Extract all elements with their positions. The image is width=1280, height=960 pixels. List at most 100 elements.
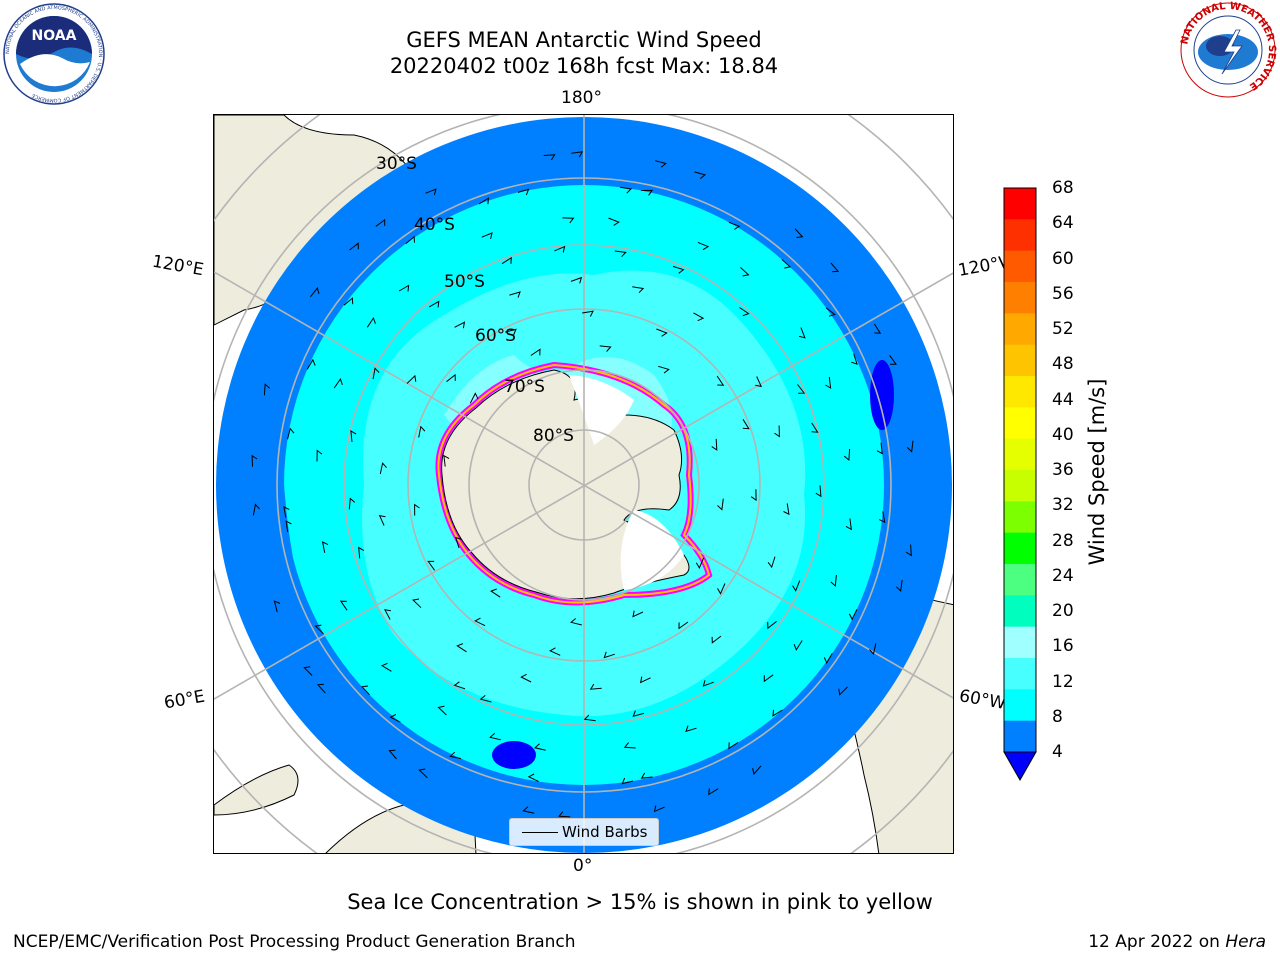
wind-barb bbox=[896, 580, 903, 593]
wind-barb bbox=[815, 485, 822, 498]
wind-barb bbox=[794, 228, 804, 238]
wind-barb bbox=[582, 310, 594, 317]
wind-barb bbox=[273, 600, 281, 613]
colorbar-tick-label: 36 bbox=[1052, 460, 1074, 480]
colorbar-tick-label: 4 bbox=[1052, 742, 1063, 762]
wind-barb bbox=[437, 705, 447, 716]
colorbar-segment bbox=[1004, 313, 1036, 346]
wind-barb bbox=[755, 376, 763, 388]
polar-map: 30°S 40°S 50°S 60°S 70°S 80°S bbox=[213, 114, 954, 854]
wind-barb bbox=[372, 367, 380, 380]
wind-barb bbox=[446, 373, 456, 383]
wind-barb bbox=[251, 454, 258, 467]
wind-barb bbox=[632, 286, 645, 294]
ocean-zone-lt4-south bbox=[492, 741, 536, 769]
wind-barb bbox=[702, 680, 714, 687]
wind-barb bbox=[505, 328, 517, 336]
wind-barb bbox=[708, 788, 719, 796]
wind-barb bbox=[469, 392, 479, 404]
wind-barb bbox=[641, 189, 654, 196]
wind-barb bbox=[379, 462, 387, 475]
wind-barb bbox=[479, 695, 492, 703]
wind-barb bbox=[570, 276, 583, 284]
wind-barb bbox=[339, 600, 348, 611]
footer-credit: NCEP/EMC/Verification Post Processing Pr… bbox=[13, 932, 576, 952]
wind-barb bbox=[398, 284, 410, 292]
noaa-logo-text: NOAA bbox=[32, 28, 77, 44]
colorbar-tick-label: 12 bbox=[1052, 671, 1074, 692]
wind-barb bbox=[366, 317, 376, 328]
ocean-zone-lt4-east bbox=[870, 360, 894, 430]
footer-date-text: 12 Apr 2022 on bbox=[1088, 932, 1226, 952]
lon-label-60e: 60°E bbox=[162, 686, 207, 714]
wind-barb bbox=[562, 217, 575, 224]
lon-label-120e: 120°E bbox=[150, 251, 206, 281]
wind-barb bbox=[350, 430, 357, 443]
wind-barb bbox=[614, 250, 627, 258]
wind-barb bbox=[672, 265, 685, 274]
colorbar-segment bbox=[1004, 376, 1036, 408]
wind-barb bbox=[449, 751, 462, 760]
wind-barb bbox=[558, 811, 571, 818]
wind-barb bbox=[490, 588, 501, 598]
colorbar-label: Wind Speed [m/s] bbox=[1085, 378, 1109, 566]
wind-barb bbox=[825, 307, 836, 317]
wind-barb bbox=[454, 321, 466, 329]
wind-barb bbox=[845, 518, 852, 531]
wind-barb bbox=[798, 327, 806, 339]
wind-barb bbox=[876, 442, 883, 455]
wind-barb bbox=[658, 365, 670, 374]
colorbar-segment bbox=[1004, 438, 1036, 471]
wind-barbs bbox=[251, 151, 914, 818]
wind-barb bbox=[263, 383, 271, 396]
wind-barb bbox=[889, 355, 897, 365]
ice-shelf-weddell bbox=[620, 510, 684, 590]
chart-subtitle: 20220402 t00z 168h fcst Max: 18.84 bbox=[389, 54, 779, 78]
wind-barb bbox=[406, 374, 417, 384]
wind-barb bbox=[321, 541, 329, 553]
wind-barb bbox=[425, 188, 437, 196]
footer-machine: Hera bbox=[1225, 932, 1266, 952]
wind-barb bbox=[728, 221, 741, 230]
wind-barb bbox=[343, 297, 354, 306]
wind-barb bbox=[830, 574, 837, 587]
lon-label-180: 180° bbox=[561, 88, 602, 108]
colorbar-segment bbox=[1004, 564, 1036, 596]
wind-barb bbox=[767, 556, 776, 569]
wind-barb bbox=[314, 624, 324, 635]
wind-barb bbox=[739, 307, 750, 317]
wind-barb bbox=[549, 647, 561, 656]
colorbar-segment bbox=[1004, 720, 1036, 753]
wind-barb bbox=[520, 673, 532, 683]
wind-barb bbox=[380, 662, 392, 672]
wind-barb bbox=[287, 427, 295, 440]
wind-barb bbox=[418, 425, 426, 438]
wind-barb bbox=[793, 640, 803, 651]
colorbar-segment bbox=[1004, 219, 1036, 252]
wind-barb bbox=[530, 348, 541, 356]
wind-barb bbox=[728, 741, 739, 750]
wind-barb bbox=[830, 262, 840, 273]
graticule bbox=[214, 115, 953, 853]
wind-barb bbox=[316, 683, 326, 694]
wind-barb bbox=[656, 328, 668, 337]
map-legend: Wind Barbs bbox=[509, 818, 659, 846]
wind-barb bbox=[742, 419, 750, 430]
wind-barb bbox=[571, 151, 584, 158]
footer-date: 12 Apr 2022 on Hera bbox=[1088, 932, 1266, 952]
wind-barb bbox=[774, 425, 780, 438]
wind-barb bbox=[823, 653, 833, 664]
wind-barb bbox=[316, 449, 323, 462]
wind-barb bbox=[375, 218, 386, 227]
land-madagascar bbox=[214, 764, 299, 816]
lat-label-50s: 50°S bbox=[444, 272, 485, 292]
lat-label-80s: 80°S bbox=[533, 426, 574, 446]
wind-barb bbox=[533, 743, 546, 751]
wind-barb bbox=[303, 666, 313, 676]
wind-barb bbox=[695, 557, 705, 570]
colorbar-tick-label: 48 bbox=[1052, 354, 1074, 375]
wind-barb bbox=[474, 617, 486, 627]
wind-barb bbox=[697, 241, 710, 251]
colorbar-extend-arrow bbox=[1003, 751, 1037, 782]
wind-barb bbox=[481, 232, 493, 240]
